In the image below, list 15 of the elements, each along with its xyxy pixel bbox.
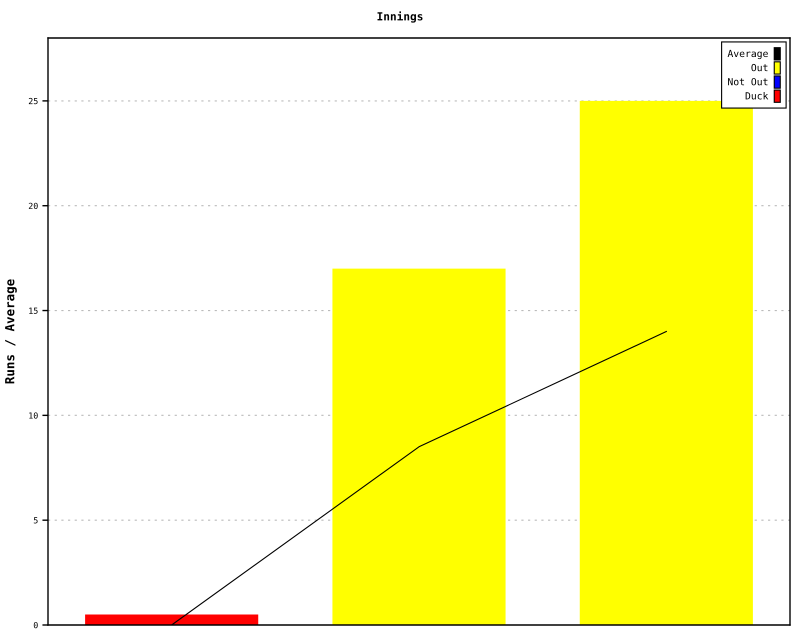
y-tick-label: 15	[29, 308, 38, 314]
chart-title: Innings	[378, 11, 423, 23]
legend-label: Out	[751, 64, 768, 72]
y-tick-label: 20	[28, 202, 38, 210]
legend-label: Not Out	[728, 78, 768, 86]
y-tick-label: 25	[28, 98, 38, 104]
y-axis-title: Runs / Average	[5, 279, 17, 384]
y-tick-label: 10	[29, 412, 38, 419]
y-tick-label: 5	[34, 517, 38, 524]
bar	[580, 100, 753, 625]
bar	[85, 614, 258, 625]
legend-label: Duck	[746, 92, 768, 100]
y-tick-label: 0	[34, 622, 38, 628]
legend-label: Average	[728, 50, 768, 60]
bar	[332, 268, 506, 625]
